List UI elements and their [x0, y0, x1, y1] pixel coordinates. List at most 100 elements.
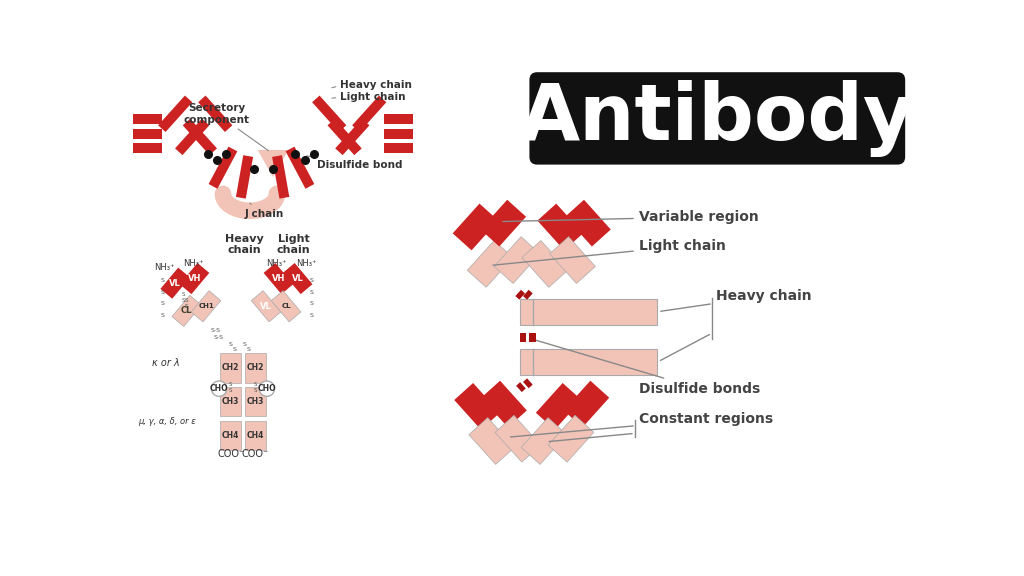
Text: VL: VL: [260, 302, 272, 311]
Text: S-S: S-S: [214, 335, 224, 340]
Text: S: S: [229, 388, 232, 393]
Text: VL: VL: [169, 279, 181, 287]
Polygon shape: [520, 298, 657, 325]
Polygon shape: [523, 290, 532, 300]
FancyBboxPatch shape: [529, 72, 905, 165]
Text: NH₃⁺: NH₃⁺: [266, 259, 287, 268]
Text: CH3: CH3: [222, 397, 240, 406]
Polygon shape: [272, 155, 290, 199]
Text: Light chain: Light chain: [493, 239, 726, 265]
Circle shape: [211, 381, 226, 396]
Polygon shape: [245, 353, 266, 382]
Text: Antibody: Antibody: [520, 80, 914, 157]
Text: S: S: [229, 382, 232, 387]
Polygon shape: [133, 114, 162, 124]
Polygon shape: [220, 353, 242, 382]
Circle shape: [259, 381, 274, 396]
Text: Disulfide bond: Disulfide bond: [306, 156, 402, 170]
Polygon shape: [271, 291, 301, 322]
Text: NH₃⁺: NH₃⁺: [296, 259, 316, 268]
Text: Disulfide bonds: Disulfide bonds: [530, 339, 760, 396]
Text: S: S: [309, 278, 313, 283]
Text: CL: CL: [181, 306, 193, 316]
Text: COO⁻: COO⁻: [242, 449, 269, 459]
Polygon shape: [182, 119, 217, 155]
Polygon shape: [263, 263, 293, 294]
Text: VH: VH: [271, 274, 285, 283]
Polygon shape: [175, 119, 209, 155]
Polygon shape: [520, 348, 657, 375]
Polygon shape: [495, 415, 541, 462]
Polygon shape: [520, 334, 526, 343]
Text: S: S: [228, 342, 232, 347]
Polygon shape: [455, 383, 500, 430]
Text: CH2: CH2: [247, 363, 264, 372]
Polygon shape: [286, 147, 314, 189]
Text: S: S: [309, 290, 313, 295]
Text: S
S: S S: [184, 298, 187, 309]
Polygon shape: [245, 387, 266, 416]
Text: CHO: CHO: [258, 384, 276, 393]
Polygon shape: [453, 203, 499, 251]
Polygon shape: [550, 237, 595, 283]
Text: Constant regions: Constant regions: [511, 412, 773, 437]
Text: Heavy chain: Heavy chain: [660, 289, 811, 311]
Polygon shape: [565, 200, 610, 247]
Polygon shape: [209, 147, 238, 189]
Polygon shape: [548, 415, 594, 462]
Polygon shape: [522, 241, 567, 287]
Text: NH₃⁺: NH₃⁺: [155, 263, 175, 272]
Text: J chain: J chain: [245, 203, 284, 219]
Text: S: S: [161, 301, 165, 306]
Polygon shape: [258, 150, 289, 177]
Text: CH3: CH3: [247, 397, 264, 406]
Polygon shape: [480, 200, 526, 247]
Polygon shape: [469, 418, 514, 464]
Text: CH1: CH1: [199, 304, 214, 309]
Polygon shape: [220, 387, 242, 416]
Polygon shape: [352, 96, 386, 132]
Text: CH2: CH2: [222, 363, 240, 372]
Polygon shape: [481, 381, 526, 427]
Text: Variable region: Variable region: [503, 210, 759, 224]
Text: CL: CL: [282, 304, 291, 309]
Polygon shape: [172, 295, 202, 327]
Polygon shape: [384, 129, 413, 139]
Polygon shape: [384, 114, 413, 124]
Text: S: S: [309, 301, 313, 306]
Polygon shape: [529, 334, 536, 343]
Text: S-S: S-S: [210, 328, 220, 334]
Text: S: S: [232, 347, 237, 352]
Polygon shape: [133, 143, 162, 153]
Text: Heavy
chain: Heavy chain: [225, 234, 264, 256]
Text: S: S: [161, 278, 165, 283]
Polygon shape: [521, 418, 567, 464]
Text: CH4: CH4: [247, 431, 264, 440]
Polygon shape: [161, 268, 190, 299]
Text: κ or λ: κ or λ: [153, 358, 180, 368]
Polygon shape: [191, 291, 221, 322]
Polygon shape: [536, 383, 582, 430]
Polygon shape: [563, 381, 609, 427]
Text: S: S: [247, 347, 250, 352]
Polygon shape: [467, 241, 513, 287]
Polygon shape: [516, 382, 525, 392]
Polygon shape: [179, 263, 209, 294]
Polygon shape: [335, 119, 370, 155]
Text: COO⁻: COO⁻: [217, 449, 244, 459]
Polygon shape: [236, 155, 253, 199]
Text: S: S: [254, 382, 257, 387]
Text: μ, γ, α, δ, or ε: μ, γ, α, δ, or ε: [138, 417, 196, 426]
Polygon shape: [538, 203, 583, 251]
Polygon shape: [515, 290, 525, 300]
Text: S
S: S S: [181, 293, 184, 303]
Polygon shape: [245, 421, 266, 450]
Text: S: S: [161, 313, 165, 318]
Text: Secretory
component: Secretory component: [183, 103, 268, 151]
Polygon shape: [495, 237, 540, 283]
Polygon shape: [199, 96, 232, 132]
Text: S: S: [243, 342, 247, 347]
Text: VH: VH: [187, 274, 201, 283]
Polygon shape: [328, 119, 361, 155]
Text: Light chain: Light chain: [340, 92, 406, 102]
